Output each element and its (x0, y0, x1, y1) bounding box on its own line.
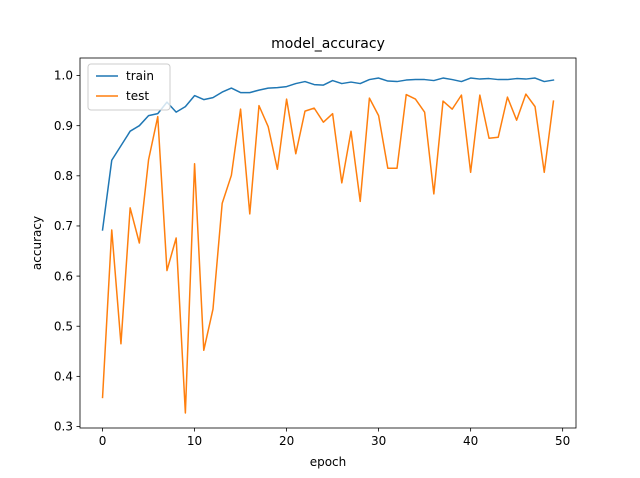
y-tick-label: 0.7 (54, 219, 73, 233)
x-tick-label: 20 (279, 434, 294, 448)
x-tick-label: 0 (99, 434, 107, 448)
x-axis: 0 10 20 30 40 50 (99, 428, 570, 448)
x-tick-label: 10 (187, 434, 202, 448)
axes-frame (79, 57, 577, 429)
legend-label-test: test (126, 89, 149, 103)
series-line-train (101, 77, 555, 231)
x-tick-label: 50 (555, 434, 570, 448)
legend-label-train: train (126, 69, 154, 83)
y-tick-label: 0.9 (54, 119, 73, 133)
legend: train test (87, 63, 171, 111)
plot-area (101, 77, 555, 414)
x-tick-label: 40 (463, 434, 478, 448)
y-tick-label: 1.0 (54, 69, 73, 83)
y-tick-label: 0.4 (54, 370, 73, 384)
y-tick-label: 0.6 (54, 269, 73, 283)
chart-title: model_accuracy (271, 36, 385, 52)
y-tick-label: 0.3 (54, 420, 73, 434)
y-axis-label: accuracy (30, 216, 44, 270)
series-line-test (101, 93, 555, 414)
y-tick-label: 0.8 (54, 169, 73, 183)
y-axis: 0.3 0.4 0.5 0.6 0.7 0.8 0.9 1.0 (54, 69, 80, 434)
x-axis-label: epoch (310, 455, 347, 469)
y-tick-label: 0.5 (54, 319, 73, 333)
x-tick-label: 30 (371, 434, 386, 448)
